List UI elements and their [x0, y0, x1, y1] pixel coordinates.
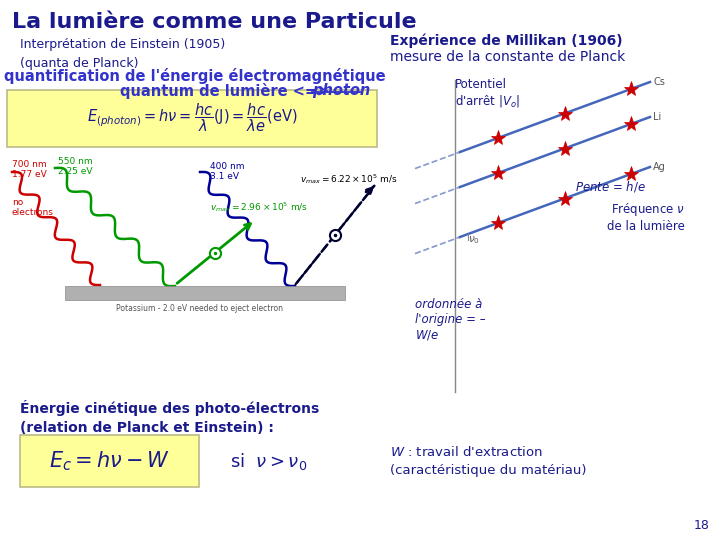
- Text: $\nu_0$: $\nu_0$: [468, 234, 480, 246]
- Text: Énergie cinétique des photo-électrons
(relation de Planck et Einstein) :: Énergie cinétique des photo-électrons (r…: [20, 400, 319, 435]
- Text: Interprétation de Einstein (1905)
(quanta de Planck): Interprétation de Einstein (1905) (quant…: [20, 38, 225, 70]
- Text: 700 nm
1.77 eV: 700 nm 1.77 eV: [12, 160, 47, 179]
- Text: $v_{max} = 6.22\times10^5$ m/s: $v_{max} = 6.22\times10^5$ m/s: [300, 172, 397, 186]
- Text: Expérience de Millikan (1906): Expérience de Millikan (1906): [390, 34, 623, 49]
- Text: no
electrons: no electrons: [12, 198, 54, 218]
- Text: ordonnée à
l'origine = –
$W/e$: ordonnée à l'origine = – $W/e$: [415, 298, 485, 342]
- Text: La lumière comme une Particule: La lumière comme une Particule: [12, 12, 417, 32]
- Bar: [65, 286, 345, 300]
- Text: Potentiel
d'arrêt $|V_o|$: Potentiel d'arrêt $|V_o|$: [455, 78, 520, 109]
- Text: $W$ : travail d'extraction
(caractéristique du matériau): $W$ : travail d'extraction (caractéristi…: [390, 445, 587, 477]
- Text: photon: photon: [312, 83, 370, 98]
- Text: mesure de la constante de Planck: mesure de la constante de Planck: [390, 50, 625, 64]
- Text: Pente = $h/e$: Pente = $h/e$: [575, 179, 646, 194]
- Text: Potassium - 2.0 eV needed to eject electron: Potassium - 2.0 eV needed to eject elect…: [117, 304, 284, 313]
- Text: 550 nm
2.25 eV: 550 nm 2.25 eV: [58, 157, 93, 177]
- Text: Ag: Ag: [653, 162, 666, 172]
- Text: 18: 18: [694, 519, 710, 532]
- Text: quantification de l'énergie électromagnétique: quantification de l'énergie électromagné…: [4, 68, 386, 84]
- FancyBboxPatch shape: [7, 90, 377, 147]
- Text: Fréquence $\nu$
de la lumière: Fréquence $\nu$ de la lumière: [607, 201, 685, 233]
- Text: 400 nm
3.1 eV: 400 nm 3.1 eV: [210, 162, 245, 181]
- Text: quantum de lumière <=>: quantum de lumière <=>: [120, 83, 340, 99]
- Text: $v_{max} = 2.96\times10^5$ m/s: $v_{max} = 2.96\times10^5$ m/s: [210, 200, 308, 214]
- Text: si  $\nu > \nu_0$: si $\nu > \nu_0$: [230, 450, 307, 471]
- Bar: [8, 153, 378, 305]
- Text: Li: Li: [653, 112, 661, 122]
- Text: Cs: Cs: [653, 77, 665, 87]
- FancyBboxPatch shape: [20, 435, 199, 487]
- Text: $E_c = h\nu - W$: $E_c = h\nu - W$: [50, 449, 171, 473]
- Text: $E_{(photon)} = h\nu = \dfrac{hc}{\lambda}(\mathrm{J}) = \dfrac{hc}{\lambda e}(\: $E_{(photon)} = h\nu = \dfrac{hc}{\lambd…: [87, 102, 297, 134]
